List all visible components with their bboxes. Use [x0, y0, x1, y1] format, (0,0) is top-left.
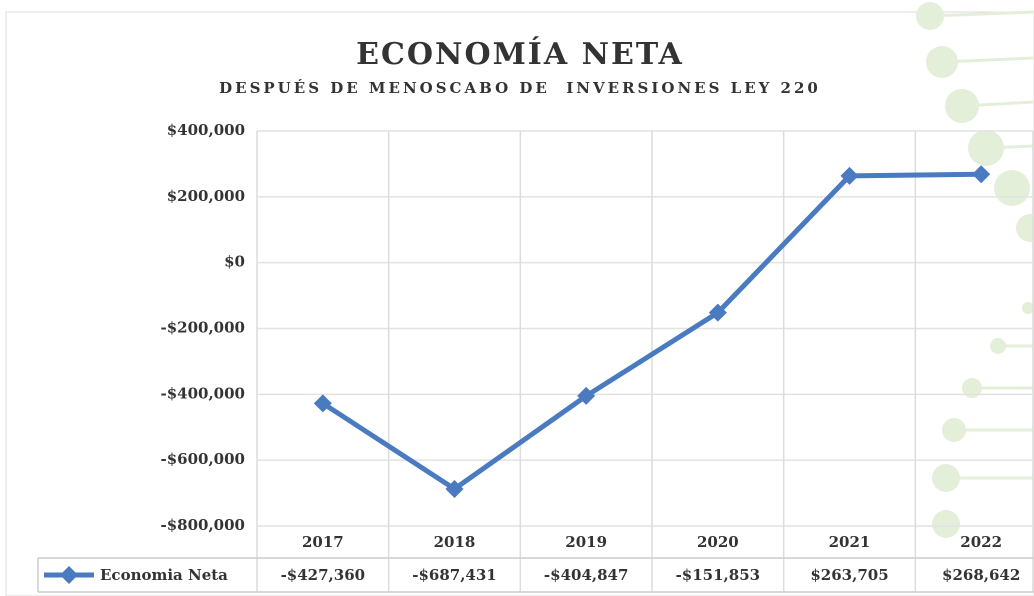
- table-value: $268,642: [942, 566, 1020, 584]
- chart-title: ECONOMÍA NETA: [356, 36, 684, 72]
- x-tick-label: 2019: [565, 533, 607, 551]
- table-value: -$427,360: [281, 566, 366, 584]
- table-value: -$404,847: [544, 566, 629, 584]
- y-tick-label: -$600,000: [160, 450, 245, 468]
- x-tick-label: 2018: [434, 533, 476, 551]
- decoration: [916, 2, 1034, 538]
- y-tick-label: $0: [224, 253, 245, 271]
- decoration-lines: [930, 12, 1034, 478]
- chart-subtitle: DESPUÉS DE MENOSCABO DE INVERSIONES LEY …: [219, 79, 821, 97]
- y-tick-label: -$200,000: [160, 319, 245, 337]
- x-tick-label: 2022: [960, 533, 1002, 551]
- legend-label: Economia Neta: [100, 566, 228, 584]
- marker: [972, 165, 990, 183]
- y-tick-label: -$400,000: [160, 384, 245, 402]
- page: {"chart_data": {"type": "line", "title":…: [0, 0, 1034, 596]
- x-tick-label: 2020: [697, 533, 739, 551]
- table-value: -$687,431: [412, 566, 497, 584]
- x-tick-label: 2017: [302, 533, 344, 551]
- y-tick-label: -$800,000: [160, 516, 245, 534]
- table-value: $263,705: [810, 566, 888, 584]
- x-tick-label: 2021: [829, 533, 871, 551]
- table-value: -$151,853: [676, 566, 761, 584]
- chart: ECONOMÍA NETA DESPUÉS DE MENOSCABO DE IN…: [0, 0, 1034, 596]
- legend-marker: [60, 566, 78, 584]
- y-tick-label: $200,000: [167, 187, 245, 205]
- y-tick-label: $400,000: [167, 121, 245, 139]
